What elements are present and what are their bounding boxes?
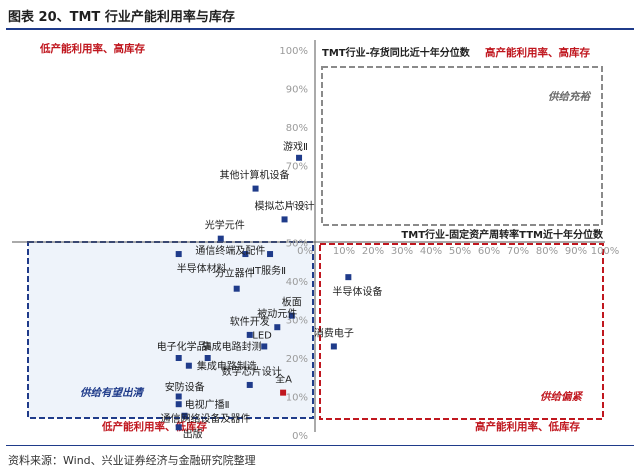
data-point-label: 半导体设备 (332, 285, 382, 298)
quadrant-label-bottom-right: 高产能利用率、低库存 (475, 420, 580, 433)
data-point (175, 355, 182, 361)
quadrant-note-bottom-right: 供给偏紧 (540, 390, 583, 403)
y-tick-label: 40% (286, 277, 308, 288)
data-point-label: 分立器件 (215, 267, 255, 280)
data-point (233, 285, 240, 292)
y-tick-label: 100% (279, 46, 308, 57)
data-point-label: LED (252, 330, 272, 341)
figure-source: 资料来源：Wind、兴业证券经济与金融研究院整理 (8, 454, 256, 467)
y-tick-label: 10% (286, 393, 308, 404)
data-point (345, 274, 352, 281)
bottom-rule (6, 445, 634, 446)
y-tick-label: 60% (286, 200, 308, 211)
data-point-label: 安防设备 (165, 381, 205, 394)
x-tick-label: 10% (333, 246, 355, 257)
x-tick-label: 30% (391, 246, 413, 257)
x-tick-label: 20% (362, 246, 384, 257)
x-tick-label: 80% (536, 246, 558, 257)
y-axis-title: TMT行业-存货同比近十年分位数 (322, 46, 471, 59)
data-point-label: 通信网络设备及器件 (161, 412, 251, 425)
figure-title: 图表 20、TMT 行业产能利用率与库存 (8, 10, 235, 25)
x-tick-label: 50% (449, 246, 471, 257)
quadrant-box-supply-clearing (27, 241, 314, 419)
data-point-label: 消费电子 (314, 326, 354, 339)
y-tick-label: 90% (286, 85, 308, 96)
data-point (217, 235, 224, 242)
y-tick-label: 80% (286, 123, 308, 134)
x-tick-label: 40% (420, 246, 442, 257)
data-point-label: 数字芯片设计 (222, 365, 282, 378)
data-point (296, 154, 303, 161)
data-point-label: 电子化学品Ⅱ (157, 340, 212, 353)
quadrant-note-bottom-left: 供给有望出清 (80, 386, 144, 399)
data-point (330, 343, 337, 350)
data-point-label: 全A (275, 373, 292, 386)
data-point (204, 355, 211, 361)
data-point-label: 其他计算机设备 (220, 169, 290, 182)
data-point (242, 251, 249, 258)
data-point (246, 381, 253, 388)
x-tick-label: 70% (507, 246, 529, 257)
data-point (288, 312, 295, 319)
quadrant-label-top-left: 低产能利用率、高库存 (39, 42, 145, 55)
x-tick-label: 100% (591, 246, 620, 257)
x-tick-label: 90% (565, 246, 587, 257)
data-point (175, 251, 182, 258)
data-point-label: 集成电路制造 (197, 360, 257, 373)
data-point (175, 401, 182, 408)
data-point (261, 343, 268, 350)
data-point (181, 412, 188, 419)
title-rule (6, 28, 634, 30)
data-point-label: 电视广播Ⅱ (185, 398, 230, 411)
data-point-label: 集成电路封测 (202, 340, 262, 353)
quadrant-label-top-right: 高产能利用率、高库存 (485, 46, 590, 59)
data-point-label: 板面 (282, 296, 302, 309)
x-tick-label: 60% (478, 246, 500, 257)
data-point (246, 331, 253, 338)
data-point-label: 被动元件 (257, 307, 297, 320)
quadrant-note-top-right: 供给充裕 (548, 90, 591, 103)
data-point-label: 软件开发 (230, 315, 270, 328)
data-point (185, 362, 192, 369)
quadrant-box-supply-tight (319, 243, 604, 420)
data-point-label: 光学元件 (205, 219, 245, 232)
quadrant-box-supply-ample (321, 66, 603, 226)
data-point (274, 324, 281, 331)
data-point (175, 393, 182, 400)
y-tick-label: 20% (286, 354, 308, 365)
x-axis-title: TMT行业-固定资产周转率TTM近十年分位数 (401, 228, 604, 241)
y-tick-label: 50% (286, 239, 308, 250)
data-point (280, 389, 287, 396)
data-point-label: IT服务Ⅱ (252, 264, 286, 277)
data-point-label: 出版 (183, 427, 203, 440)
data-point-label: 半导体材料 (177, 262, 227, 275)
data-point-label: 通信终端及配件 (195, 244, 265, 257)
y-tick-label: 70% (286, 162, 308, 173)
data-point (267, 251, 274, 258)
data-point-label: 游戏Ⅱ (283, 140, 308, 153)
data-point (252, 185, 259, 192)
data-point (281, 216, 288, 223)
y-tick-label: 30% (286, 316, 308, 327)
y-tick-label: 0% (292, 431, 308, 442)
data-point (175, 424, 182, 431)
x-tick-label: 0% (297, 246, 313, 257)
data-point-label: 模拟芯片设计 (255, 199, 315, 212)
